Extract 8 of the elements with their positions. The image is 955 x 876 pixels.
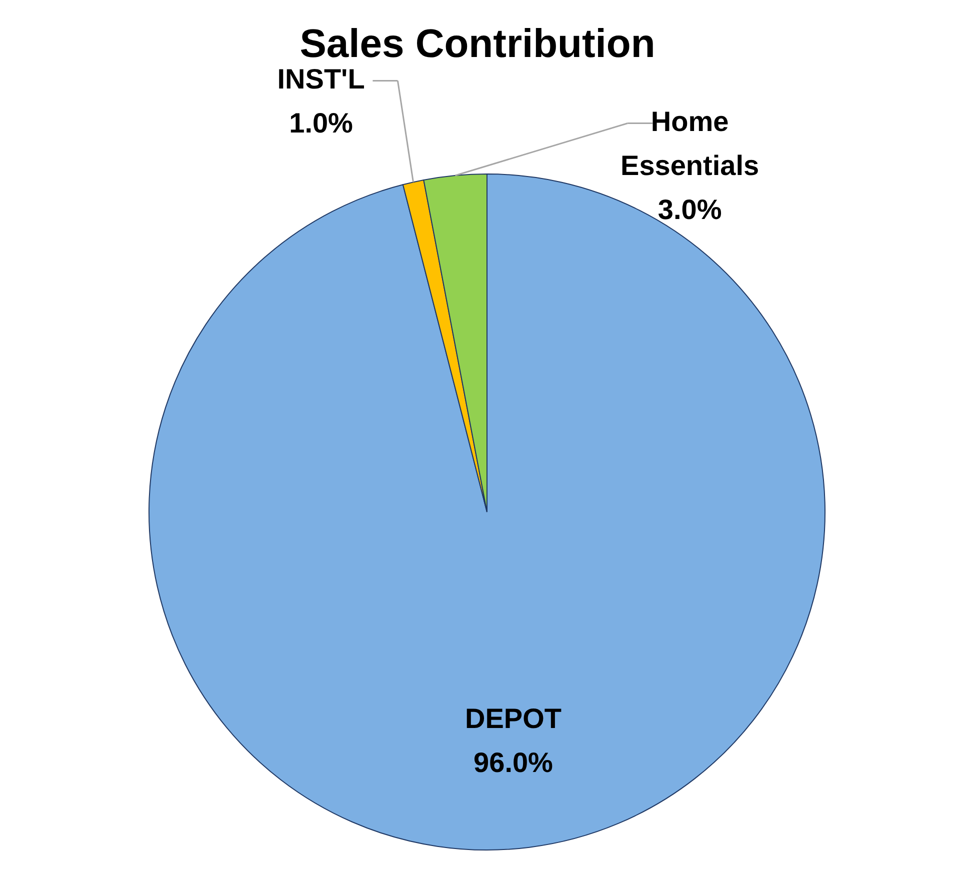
slice-label: Home Essentials bbox=[620, 106, 760, 182]
data-label: 3.0% bbox=[658, 194, 722, 226]
slice-label: DEPOT bbox=[465, 702, 562, 734]
data-label: 96.0% bbox=[474, 746, 554, 778]
chart-title: Sales Contribution bbox=[300, 22, 656, 66]
slice-label: INST'L bbox=[277, 64, 365, 95]
data-label: 1.0% bbox=[289, 108, 354, 139]
pie-slice bbox=[148, 174, 826, 850]
